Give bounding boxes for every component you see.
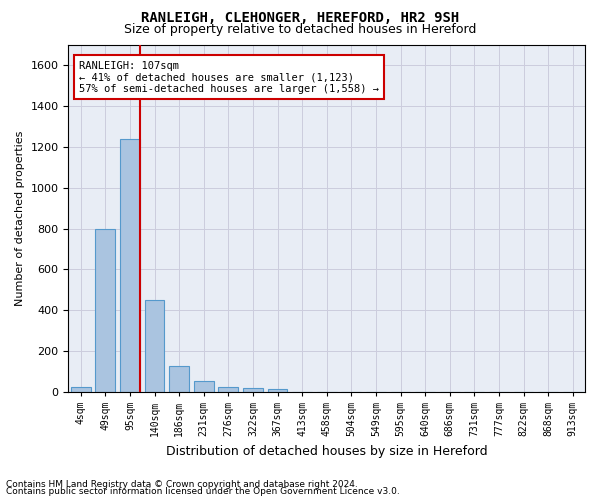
Bar bbox=[243, 388, 263, 392]
Text: RANLEIGH, CLEHONGER, HEREFORD, HR2 9SH: RANLEIGH, CLEHONGER, HEREFORD, HR2 9SH bbox=[141, 12, 459, 26]
Y-axis label: Number of detached properties: Number of detached properties bbox=[15, 131, 25, 306]
Text: Contains HM Land Registry data © Crown copyright and database right 2024.: Contains HM Land Registry data © Crown c… bbox=[6, 480, 358, 489]
Text: Contains public sector information licensed under the Open Government Licence v3: Contains public sector information licen… bbox=[6, 487, 400, 496]
Bar bbox=[120, 139, 140, 392]
Bar bbox=[268, 389, 287, 392]
Bar bbox=[95, 228, 115, 392]
Bar bbox=[71, 387, 91, 392]
Text: Size of property relative to detached houses in Hereford: Size of property relative to detached ho… bbox=[124, 24, 476, 36]
Bar bbox=[169, 366, 189, 392]
Bar bbox=[218, 387, 238, 392]
Bar bbox=[194, 380, 214, 392]
X-axis label: Distribution of detached houses by size in Hereford: Distribution of detached houses by size … bbox=[166, 444, 488, 458]
Bar bbox=[145, 300, 164, 392]
Text: RANLEIGH: 107sqm
← 41% of detached houses are smaller (1,123)
57% of semi-detach: RANLEIGH: 107sqm ← 41% of detached house… bbox=[79, 60, 379, 94]
